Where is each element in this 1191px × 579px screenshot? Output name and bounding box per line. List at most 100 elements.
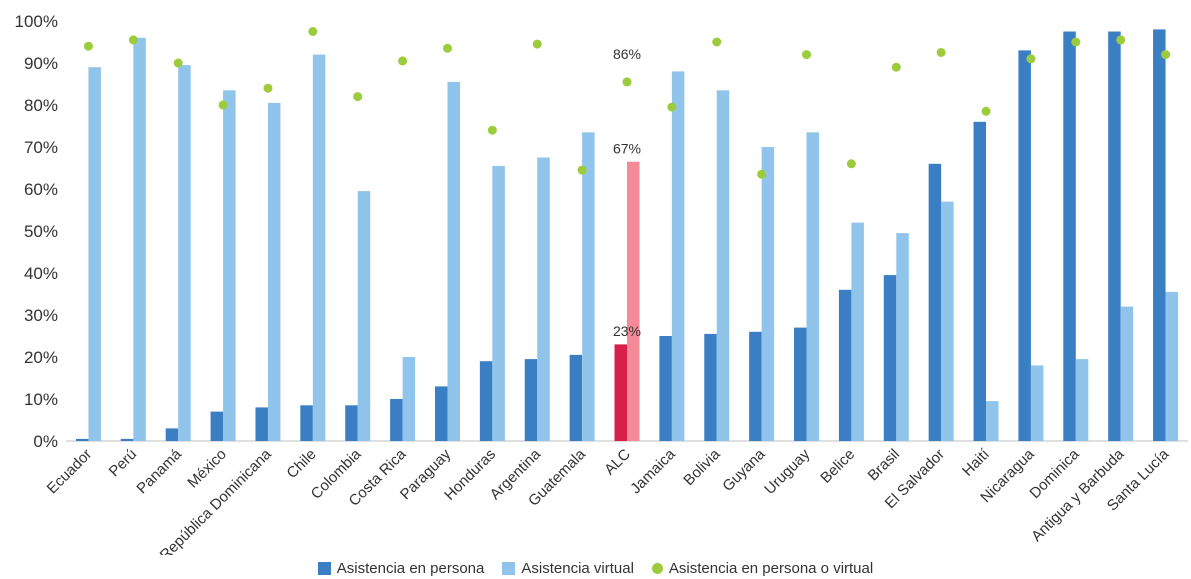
legend-swatch-either (652, 563, 663, 574)
bar-in-person (794, 328, 807, 441)
x-tick-label: Perú (106, 446, 140, 480)
y-tick-label: 100% (15, 12, 58, 31)
bar-virtual (1121, 307, 1134, 441)
dot-either (263, 84, 272, 93)
bar-virtual (492, 166, 505, 441)
x-tick-label: Haití (959, 445, 993, 479)
bar-in-person (480, 361, 493, 441)
bar-virtual (537, 158, 550, 442)
y-tick-label: 40% (24, 264, 58, 283)
legend-swatch-in-person (318, 562, 331, 575)
legend-item-in-person: Asistencia en persona (318, 560, 485, 577)
data-label: 67% (613, 140, 641, 156)
legend-label-either: Asistencia en persona o virtual (669, 560, 873, 577)
dot-either (757, 170, 766, 179)
bar-in-person (974, 122, 987, 441)
dot-either (533, 40, 542, 49)
bar-virtual (807, 132, 820, 441)
bar-virtual (1166, 292, 1179, 441)
bar-in-person (1108, 32, 1121, 442)
dot-either (667, 103, 676, 112)
bar-virtual (1076, 359, 1089, 441)
bar-virtual (717, 90, 730, 441)
bar-virtual (896, 233, 909, 441)
data-label: 86% (613, 46, 641, 62)
y-tick-label: 20% (24, 348, 58, 367)
bar-in-person (1063, 32, 1076, 442)
chart-legend: Asistencia en persona Asistencia virtual… (0, 557, 1191, 579)
legend-swatch-virtual (502, 562, 515, 575)
bar-in-person (615, 344, 628, 441)
dot-either (353, 92, 362, 101)
y-tick-label: 30% (24, 306, 58, 325)
bar-virtual (941, 202, 954, 441)
dot-either (308, 27, 317, 36)
x-tick-label: Jamaica (627, 445, 679, 497)
attendance-chart: 0% 10% 20% 30% 40% 50% 60% 70% 80% 90% 100% Ecuador… (0, 0, 1191, 555)
dot-either (443, 44, 452, 53)
bar-virtual (1031, 365, 1044, 441)
bar-in-person (211, 412, 224, 441)
dot-either (937, 48, 946, 57)
dot-either (398, 56, 407, 65)
bar-in-person (704, 334, 717, 441)
bar-in-person (255, 407, 268, 441)
y-tick-label: 10% (24, 390, 58, 409)
bar-in-person (1018, 50, 1030, 441)
bar-in-person (1153, 29, 1166, 441)
dot-either (578, 166, 587, 175)
x-tick-label: Ecuador (44, 446, 96, 498)
dot-either (1161, 50, 1170, 59)
x-tick-label: Chile (283, 446, 319, 482)
x-tick-label: ALC (601, 446, 634, 479)
bar-virtual (88, 67, 101, 441)
bar-in-person (525, 359, 538, 441)
x-tick-label: Panamá (133, 445, 185, 497)
legend-item-virtual: Asistencia virtual (502, 560, 634, 577)
y-tick-label: 50% (24, 222, 58, 241)
bar-virtual (672, 71, 685, 441)
dot-either (847, 159, 856, 168)
dot-either (488, 126, 497, 135)
bar-in-person (929, 164, 942, 441)
legend-item-either: Asistencia en persona o virtual (652, 560, 873, 577)
bar-in-person (884, 275, 897, 441)
dot-either (623, 77, 632, 86)
bar-virtual (762, 147, 775, 441)
bar-in-person (345, 405, 358, 441)
y-tick-label: 60% (24, 180, 58, 199)
bar-virtual (851, 223, 864, 441)
bar-virtual (313, 55, 326, 441)
bar-in-person (570, 355, 583, 441)
dot-either (712, 38, 721, 47)
dot-either (129, 35, 138, 44)
bar-virtual (223, 90, 236, 441)
bar-in-person (749, 332, 762, 441)
bar-in-person (121, 439, 134, 441)
bar-in-person (76, 439, 89, 441)
dot-either (1071, 38, 1080, 47)
dot-either (1026, 54, 1035, 63)
bar-virtual (268, 103, 281, 441)
data-label: 23% (613, 323, 641, 339)
bar-in-person (300, 405, 313, 441)
bar-in-person (839, 290, 852, 441)
x-tick-label: Brasil (865, 446, 904, 485)
dot-either (1116, 35, 1125, 44)
bar-virtual (358, 191, 371, 441)
bar-virtual (582, 132, 595, 441)
bar-in-person (390, 399, 403, 441)
legend-label-virtual: Asistencia virtual (521, 560, 634, 577)
dot-either (892, 63, 901, 72)
bar-in-person (166, 428, 179, 441)
y-tick-label: 90% (24, 54, 58, 73)
dot-either (84, 42, 93, 51)
y-tick-label: 70% (24, 138, 58, 157)
bar-virtual (627, 162, 640, 441)
x-tick-label: Belice (817, 446, 858, 487)
dot-either (802, 50, 811, 59)
y-tick-label: 80% (24, 96, 58, 115)
y-tick-label: 0% (33, 432, 58, 451)
dot-either (174, 59, 183, 68)
x-tick-label: Uruguay (761, 445, 813, 497)
